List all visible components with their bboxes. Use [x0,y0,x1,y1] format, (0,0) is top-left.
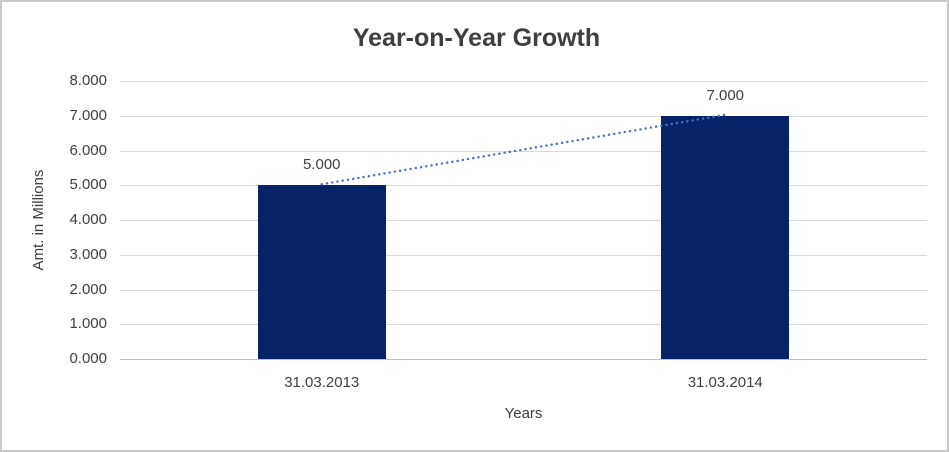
bar-31.03.2014[interactable] [661,115,790,359]
gridline [120,115,927,117]
y-tick-label: 8.000 [69,72,107,89]
gridline [120,289,927,291]
y-tick-label: 5.000 [69,176,107,194]
gridline [120,254,927,256]
y-tick-label: 7.000 [69,106,107,124]
y-tick-label: 0.000 [69,350,107,367]
gridline [120,220,927,221]
x-axis-line [120,359,927,360]
gridline [120,150,927,152]
y-tick-label: 3.000 [69,245,107,263]
y-tick-label: 1.000 [69,315,107,333]
bar-31.03.2013[interactable] [257,185,386,359]
x-tick-label: 31.03.2014 [687,374,763,391]
data-label: 7.000 [706,86,745,104]
x-tick-label: 31.03.2013 [284,374,360,391]
x-axis-title: Years [504,405,543,422]
gridline [120,81,927,82]
y-tick-label: 4.000 [69,211,107,228]
gridline [120,324,927,326]
gridline [120,185,927,187]
data-label: 5.000 [302,156,341,174]
y-tick-label: 6.000 [69,141,107,159]
y-tick-label: 2.000 [69,280,107,298]
chart-title: Year-on-Year Growth [352,24,601,52]
